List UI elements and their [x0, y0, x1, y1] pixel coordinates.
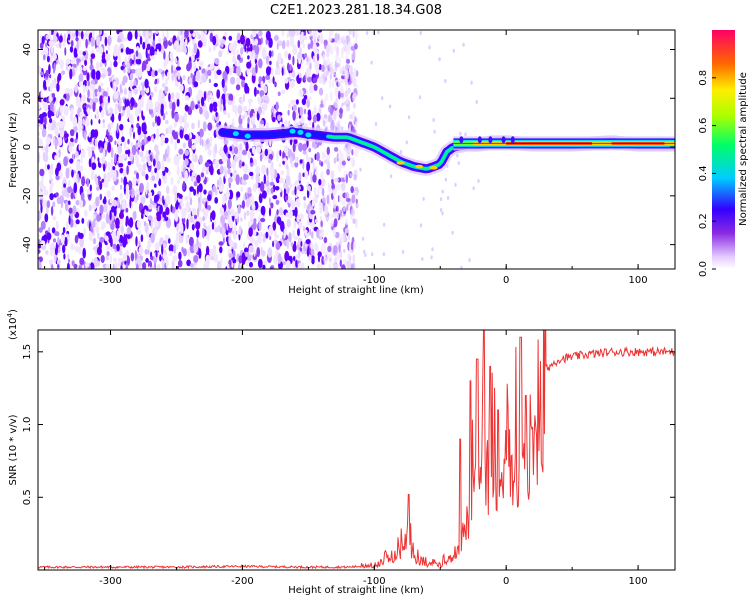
colorbar: 0.0 0.2 0.4 0.6 0.8 Normalized spectral ampl… — [698, 30, 749, 277]
spectrogram-ytick-label: 20 — [22, 92, 33, 105]
colorbar-tick-label: 0.4 — [698, 165, 709, 181]
snr-xlabel: Height of straight line (km) — [288, 585, 424, 596]
snr-frame — [37, 329, 676, 571]
spectrogram-frame — [37, 29, 676, 270]
spectrogram-ytick-label: -40 — [22, 236, 33, 252]
snr-xtick-label: -200 — [231, 576, 254, 587]
snr-ytick-label: 1.0 — [22, 417, 33, 433]
colorbar-label: Normalized spectral amplitude — [738, 72, 749, 226]
snr-ylabel: SNR (10 * v/v) — [8, 414, 19, 485]
spectrogram-image — [38, 30, 675, 269]
snr-xtick-label: -100 — [363, 576, 386, 587]
spectrogram-xtick-label: -300 — [99, 275, 122, 286]
spectrogram-ytick-label: -20 — [22, 188, 33, 204]
snr-series-line — [38, 330, 675, 570]
snr-panel: -300 -200 -100 0 100 0.5 1.0 1.5 Height of stra… — [6, 309, 676, 596]
spectrogram-xlabel: Height of straight line (km) — [288, 285, 424, 296]
snr-axes: -300 -200 -100 0 100 0.5 1.0 1.5 — [22, 330, 675, 587]
snr-xtick-label: -300 — [99, 576, 122, 587]
spectrogram-xtick-label: -100 — [363, 275, 386, 286]
snr-multiplier: (x104) — [6, 309, 19, 340]
figure-title: C2E1.2023.281.18.34.G08 — [270, 3, 442, 18]
snr-multiplier-exp: 4 — [6, 312, 14, 317]
spectrogram-xtick-label: 0 — [503, 275, 509, 286]
snr-ytick-label: 0.5 — [22, 489, 33, 505]
colorbar-tick-label: 0.8 — [698, 70, 709, 86]
snr-ytick-label: 1.5 — [22, 344, 33, 360]
snr-multiplier-close: ) — [8, 309, 19, 313]
spectrogram-ytick-label: 0 — [22, 144, 33, 150]
snr-xtick-label: 0 — [503, 576, 509, 587]
snr-multiplier-base: (x10 — [8, 317, 19, 340]
colorbar-tick-label: 0.2 — [698, 213, 709, 229]
snr-xtick-label: 100 — [629, 576, 648, 587]
colorbar-tick-label: 0.0 — [698, 261, 709, 277]
colorbar-tick-label: 0.6 — [698, 118, 709, 134]
spectrogram-ytick-label: 40 — [22, 43, 33, 56]
spectrogram-xtick-label: -200 — [231, 275, 254, 286]
spectrogram-xtick-label: 100 — [629, 275, 648, 286]
colorbar-scale — [712, 30, 735, 269]
spectrogram-ylabel: Frequency (Hz) — [8, 112, 19, 188]
colorbar-ticks: 0.0 0.2 0.4 0.6 0.8 — [698, 70, 716, 277]
